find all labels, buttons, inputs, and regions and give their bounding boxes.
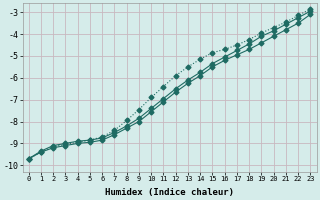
X-axis label: Humidex (Indice chaleur): Humidex (Indice chaleur) — [105, 188, 234, 197]
